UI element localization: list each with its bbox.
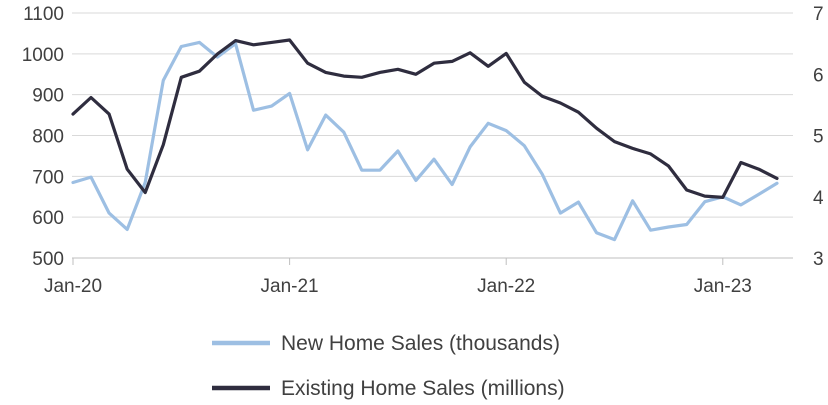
legend: New Home Sales (thousands) Existing Home … (212, 332, 565, 400)
left-tick-label: 700 (32, 167, 64, 188)
series-line-new-home-sales (71, 40, 779, 242)
right-tick-label: 3 (813, 249, 824, 270)
series-line-existing-home-sales (71, 38, 779, 199)
right-axis-ticks: 7 6 5 4 3 (813, 4, 824, 270)
x-tick-label: Jan-21 (261, 276, 319, 297)
left-tick-label: 600 (32, 208, 64, 229)
right-tick-label: 5 (813, 127, 824, 148)
x-axis: Jan-20 Jan-21 Jan-22 Jan-23 (44, 257, 793, 297)
x-tick-label: Jan-23 (694, 276, 752, 297)
right-tick-label: 6 (813, 65, 824, 86)
legend-label: Existing Home Sales (millions) (281, 377, 565, 400)
x-tick-label: Jan-22 (477, 276, 535, 297)
left-tick-label: 1000 (22, 45, 64, 66)
left-axis-ticks: 1100 1000 900 800 700 600 500 (22, 4, 64, 270)
right-tick-label: 7 (813, 4, 824, 25)
left-tick-label: 800 (32, 127, 64, 148)
series-lines (71, 38, 779, 242)
left-tick-label: 900 (32, 86, 64, 107)
left-tick-label: 1100 (23, 4, 64, 25)
left-tick-label: 500 (32, 249, 64, 270)
right-tick-label: 4 (813, 188, 824, 209)
x-tick-label: Jan-20 (44, 276, 102, 297)
legend-label: New Home Sales (thousands) (281, 332, 560, 355)
